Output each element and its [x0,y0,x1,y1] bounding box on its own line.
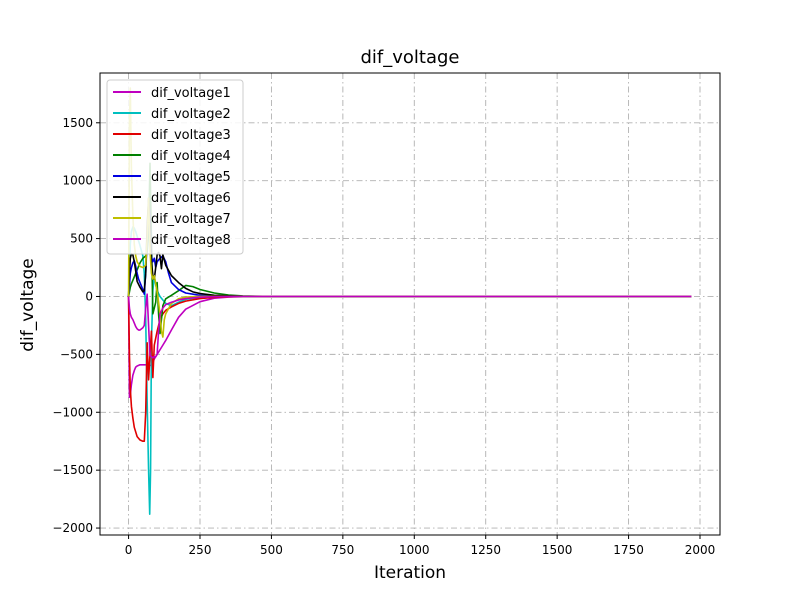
x-tick-label: 750 [331,543,354,557]
x-tick-label: 1750 [613,543,644,557]
chart-title: dif_voltage [360,47,459,68]
x-tick-label: 500 [260,543,283,557]
y-tick-label: −1000 [52,405,93,419]
series-line-6 [127,197,692,298]
legend-label-4: dif_voltage4 [151,149,231,164]
y-tick-label: 500 [70,232,93,246]
plot-frame [99,72,721,536]
x-axis-title: Iteration [374,563,446,583]
legend-label-8: dif_voltage8 [151,233,231,248]
y-tick-label: 0 [85,289,93,303]
y-tick-label: 1000 [62,174,93,188]
legend-label-3: dif_voltage3 [151,128,231,143]
y-tick-label: −500 [60,347,93,361]
x-tick-label: 0 [125,543,133,557]
x-tick-label: 1500 [542,543,573,557]
y-tick-label: 1500 [62,116,93,130]
x-tick-label: 2000 [685,543,716,557]
series-line-8 [127,293,692,359]
x-tick-label: 250 [189,543,212,557]
legend-label-1: dif_voltage1 [151,86,231,101]
x-tick-label: 1250 [470,543,501,557]
legend-label-5: dif_voltage5 [151,170,231,185]
legend-label-2: dif_voltage2 [151,107,231,122]
y-tick-label: −1500 [52,463,93,477]
y-axis-title: dif_voltage [18,258,38,352]
x-tick-label: 1000 [399,543,430,557]
legend-box [106,79,244,255]
legend-label-6: dif_voltage6 [151,191,231,206]
legend-label-7: dif_voltage7 [151,212,231,227]
y-tick-label: −2000 [52,521,93,535]
